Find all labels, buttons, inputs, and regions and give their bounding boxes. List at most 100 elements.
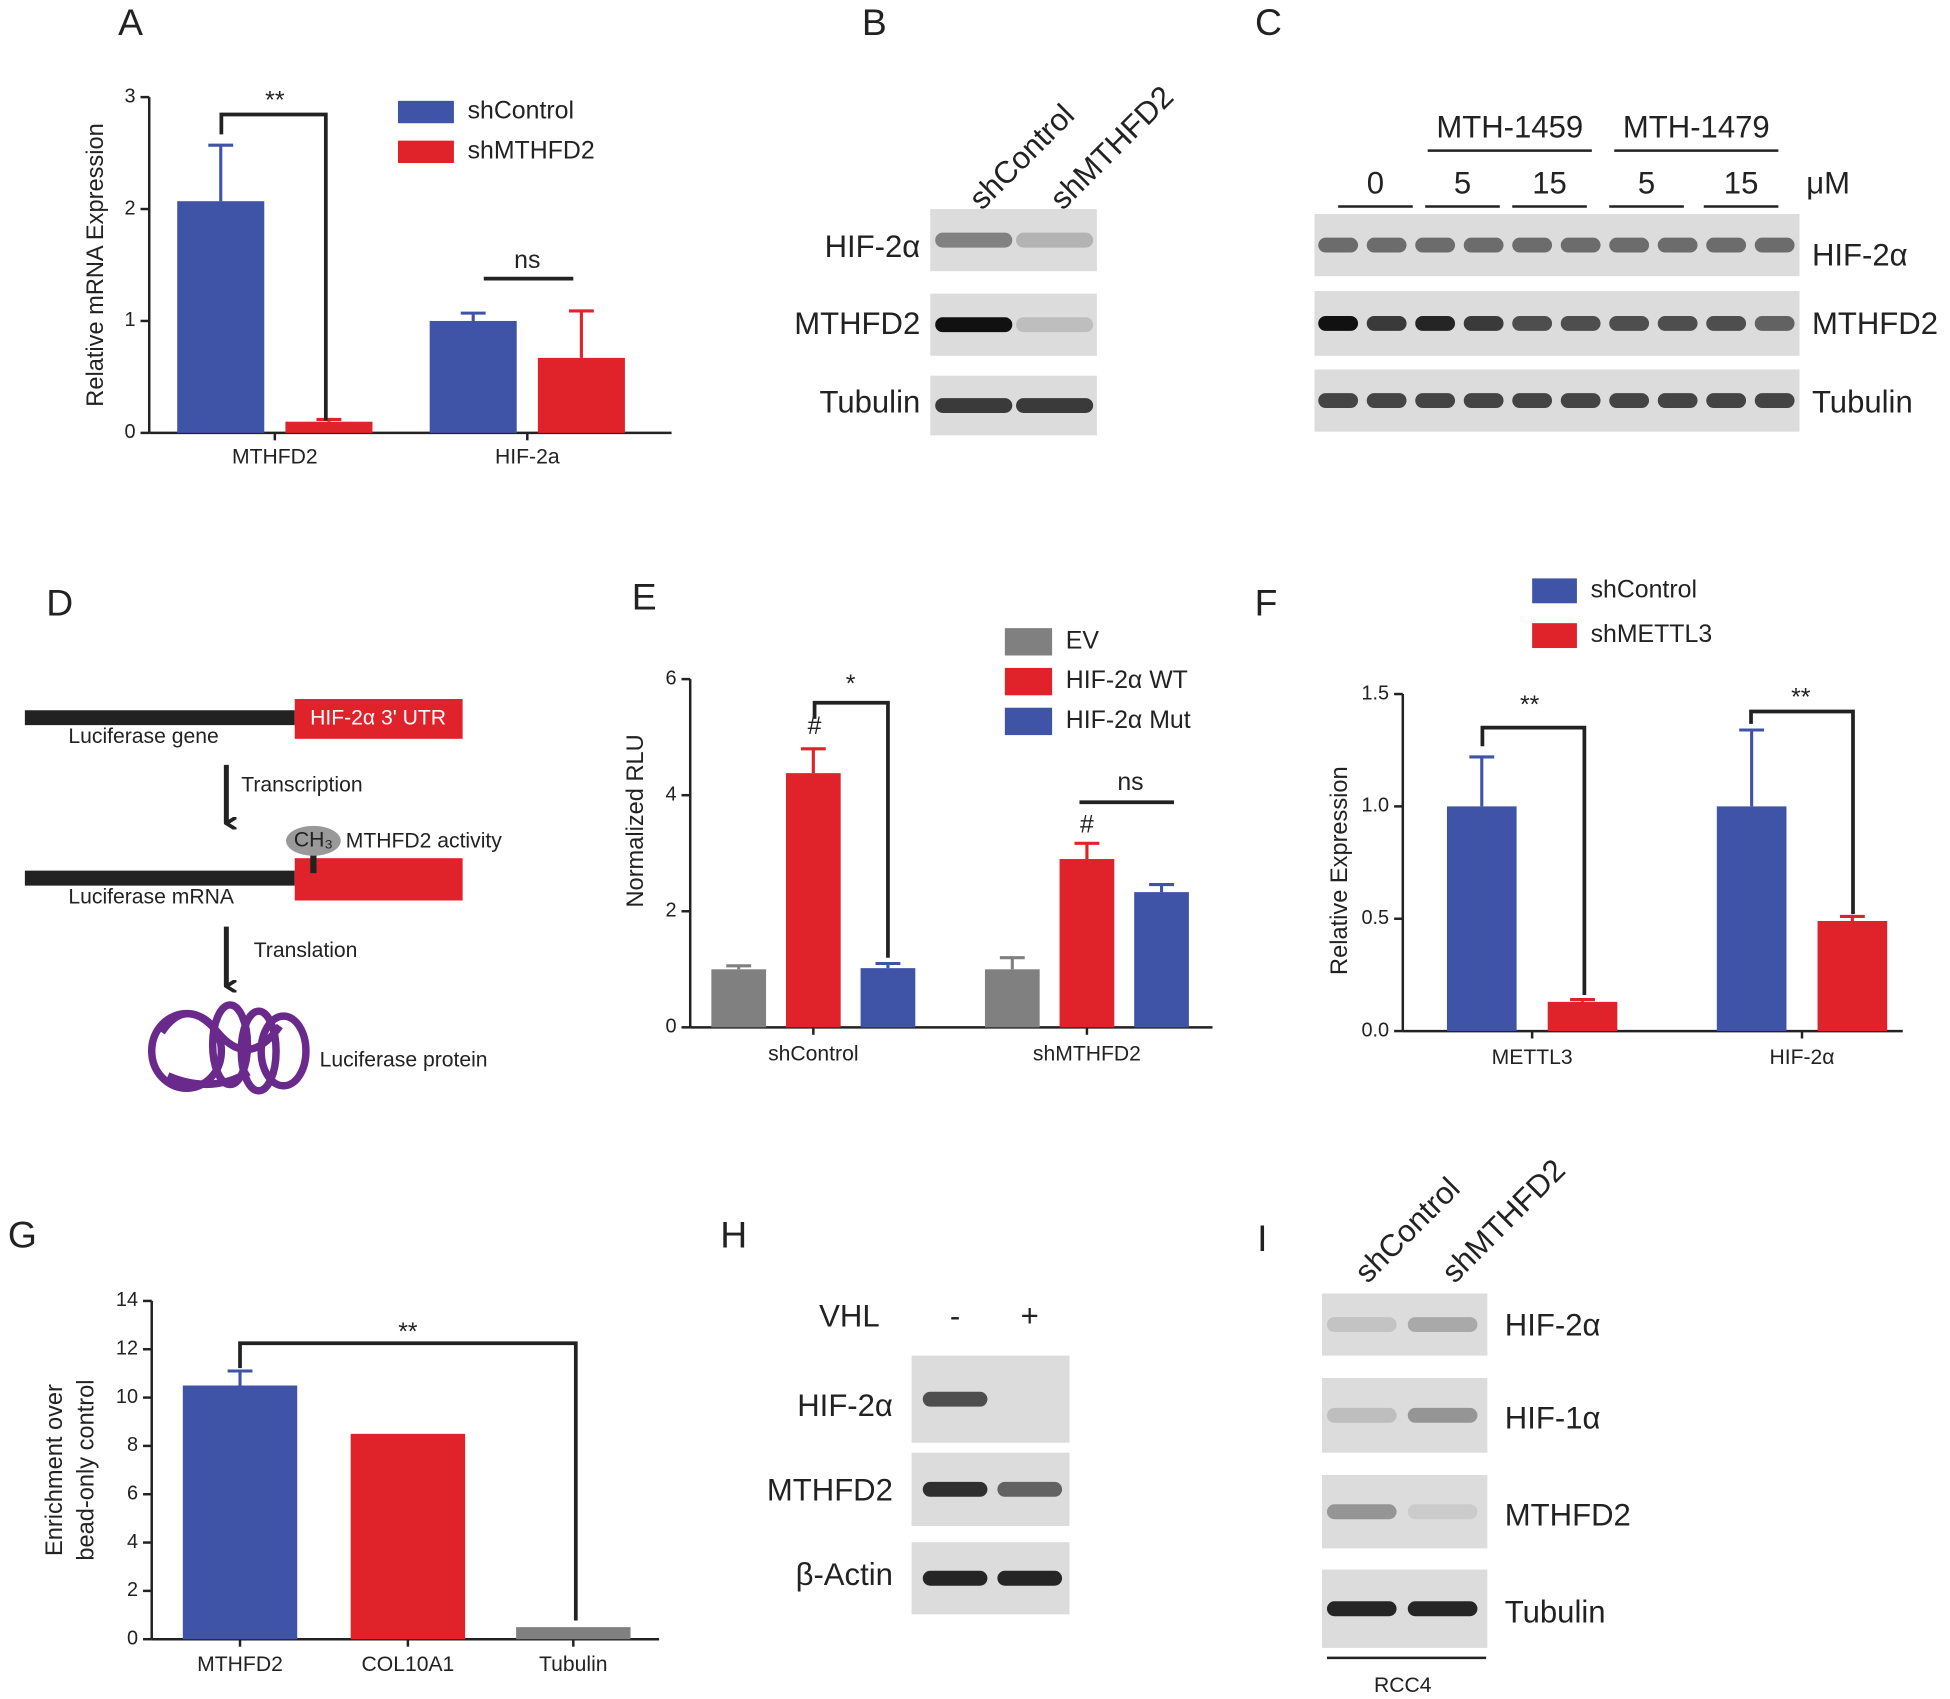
y-tick-label: 0.0 bbox=[1361, 1019, 1389, 1041]
y-tick-label: 3 bbox=[124, 85, 135, 107]
blot-band bbox=[1706, 393, 1747, 409]
x-tick-label: HIF-2a bbox=[495, 445, 560, 468]
blot-band bbox=[1512, 393, 1553, 409]
blot-band bbox=[1754, 237, 1795, 253]
annotation: # bbox=[808, 712, 822, 740]
lane-label: - bbox=[950, 1299, 960, 1334]
y-tick-label: 0 bbox=[665, 1016, 676, 1038]
y-tick-label: 1 bbox=[124, 309, 135, 331]
mrna-label: Luciferase mRNA bbox=[68, 886, 234, 909]
annotation: ** bbox=[1520, 691, 1540, 719]
legend-swatch bbox=[397, 140, 454, 164]
bar bbox=[177, 201, 265, 433]
blot-band bbox=[1657, 237, 1698, 253]
blot-band bbox=[1318, 315, 1359, 331]
y-tick-label: 2 bbox=[665, 900, 676, 922]
bar bbox=[516, 1627, 631, 1640]
legend-label: HIF-2α WT bbox=[1066, 666, 1188, 694]
panel-letter: F bbox=[1255, 582, 1278, 624]
blot-band bbox=[1609, 237, 1650, 253]
blot-band bbox=[1326, 1504, 1397, 1520]
blot-band bbox=[1560, 393, 1601, 409]
protein-label: Luciferase protein bbox=[320, 1048, 488, 1071]
blot-band bbox=[1318, 237, 1359, 253]
bar bbox=[1134, 892, 1189, 1028]
blot-band bbox=[1706, 237, 1747, 253]
y-axis-title: Relative mRNA Expression bbox=[83, 123, 109, 406]
blot-band bbox=[1560, 315, 1601, 331]
panel-letter: G bbox=[8, 1213, 37, 1255]
annotation: ns bbox=[1117, 768, 1143, 796]
blot-band bbox=[1415, 237, 1456, 253]
row-label: HIF-2α bbox=[825, 229, 921, 264]
error-bar bbox=[1839, 914, 1865, 921]
y-tick-label: 0 bbox=[127, 1627, 138, 1649]
y-tick-label: 0.5 bbox=[1361, 907, 1389, 929]
y-tick-label: 4 bbox=[665, 783, 676, 805]
panel-letter: C bbox=[1255, 1, 1282, 43]
error-bar bbox=[316, 417, 342, 422]
annotation: * bbox=[846, 670, 856, 698]
dose-label: 5 bbox=[1454, 166, 1471, 201]
annotation: ns bbox=[514, 246, 540, 274]
significance-bracket bbox=[219, 112, 328, 421]
blot-band bbox=[1609, 393, 1650, 409]
row-label: Tubulin bbox=[1812, 385, 1913, 420]
bar bbox=[182, 1385, 298, 1640]
y-tick-label: 14 bbox=[116, 1289, 138, 1311]
legend-swatch bbox=[1532, 623, 1577, 649]
factor-label: VHL bbox=[819, 1299, 879, 1334]
y-tick-label: 12 bbox=[116, 1338, 138, 1360]
blot-band bbox=[1706, 315, 1747, 331]
step-label: Translation bbox=[254, 939, 358, 962]
blot-band bbox=[1326, 1601, 1397, 1617]
bar bbox=[350, 1433, 466, 1640]
panel-letter: D bbox=[46, 582, 73, 624]
y-tick-label: 2 bbox=[127, 1579, 138, 1601]
error-bar bbox=[800, 747, 826, 774]
panel-letter: B bbox=[862, 1, 887, 43]
dose-label: 15 bbox=[1532, 166, 1567, 201]
legend-swatch bbox=[397, 100, 454, 124]
bar bbox=[984, 969, 1040, 1028]
panel-letter: E bbox=[632, 575, 657, 617]
error-bar bbox=[875, 961, 901, 969]
legend-label: shMTHFD2 bbox=[468, 136, 595, 164]
dose-label: 15 bbox=[1724, 166, 1759, 201]
bar bbox=[1446, 806, 1517, 1032]
significance-bracket bbox=[238, 1341, 578, 1621]
legend-label: shControl bbox=[1591, 575, 1697, 603]
methyl-mark bbox=[286, 825, 341, 856]
row-label: HIF-2α bbox=[1812, 238, 1908, 273]
y-tick-label: 2 bbox=[124, 197, 135, 219]
x-tick-label: HIF-2α bbox=[1769, 1046, 1834, 1069]
blot-band bbox=[997, 1570, 1063, 1586]
bar bbox=[1547, 1001, 1618, 1032]
y-tick-label: 0 bbox=[124, 421, 135, 443]
legend-swatch bbox=[1004, 667, 1053, 696]
error-bar bbox=[1570, 998, 1595, 1002]
blot-band bbox=[1326, 1407, 1397, 1423]
blot-band bbox=[1318, 393, 1359, 409]
row-label: β-Actin bbox=[796, 1557, 893, 1592]
blot-band bbox=[1512, 237, 1553, 253]
bar bbox=[429, 320, 517, 433]
panel-letter: I bbox=[1257, 1217, 1267, 1259]
blot-band bbox=[935, 232, 1013, 248]
significance-bracket bbox=[1480, 725, 1587, 996]
bar bbox=[285, 421, 373, 433]
lane-label: shMTHFD2 bbox=[1043, 79, 1180, 216]
x-tick-label: COL10A1 bbox=[362, 1653, 455, 1676]
blot-background bbox=[1321, 1475, 1488, 1549]
bar bbox=[860, 968, 916, 1028]
bar bbox=[537, 357, 625, 433]
y-axis-title: Enrichment over bbox=[42, 1384, 68, 1556]
blot-band bbox=[1754, 393, 1795, 409]
row-label: Tubulin bbox=[1505, 1595, 1606, 1630]
row-label: MTHFD2 bbox=[767, 1473, 893, 1508]
group-label: MTH-1479 bbox=[1623, 110, 1770, 145]
x-tick-label: shMTHFD2 bbox=[1033, 1042, 1141, 1065]
blot-band bbox=[1016, 232, 1094, 248]
